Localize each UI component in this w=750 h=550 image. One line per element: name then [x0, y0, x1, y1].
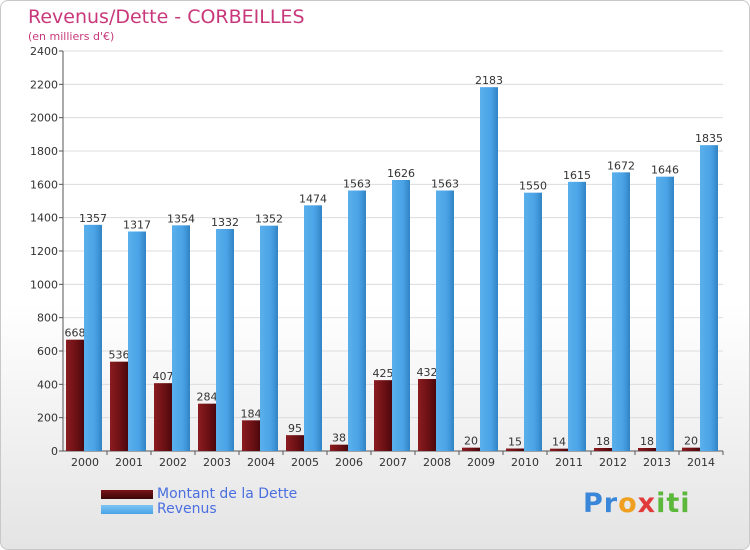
data-label-revenus: 1615	[563, 169, 591, 182]
y-tick-label: 800	[37, 312, 58, 325]
bar-dette	[154, 383, 172, 451]
bar-dette	[286, 435, 304, 451]
bar-revenus	[524, 192, 542, 451]
y-tick-label: 1400	[30, 212, 58, 225]
data-label-revenus: 1563	[431, 178, 459, 191]
y-tick-label: 200	[37, 412, 58, 425]
data-label-dette: 18	[596, 435, 610, 448]
y-tick-label: 1800	[30, 145, 58, 158]
y-tick-label: 400	[37, 378, 58, 391]
x-tick-label: 2011	[555, 456, 583, 469]
bar-revenus	[568, 181, 586, 452]
bar-dette	[242, 420, 260, 451]
bar-revenus	[392, 180, 410, 451]
x-tick-label: 2014	[687, 456, 715, 469]
bar-revenus	[700, 145, 718, 451]
bar-dette	[638, 448, 656, 451]
bar-revenus	[216, 229, 234, 451]
x-tick-label: 2003	[203, 456, 231, 469]
x-tick-label: 2005	[291, 456, 319, 469]
data-label-revenus: 1357	[79, 212, 107, 225]
bar-revenus	[84, 224, 102, 451]
data-label-revenus: 1563	[343, 178, 371, 191]
y-tick-label: 2200	[30, 78, 58, 91]
x-tick-label: 2004	[247, 456, 275, 469]
data-label-revenus: 1835	[695, 132, 723, 145]
bar-dette	[550, 448, 568, 451]
x-tick-label: 2010	[511, 456, 539, 469]
x-tick-label: 2013	[643, 456, 671, 469]
data-label-dette: 15	[508, 436, 522, 449]
bar-revenus	[172, 225, 190, 451]
y-tick-label: 2400	[30, 45, 58, 58]
x-tick-label: 2002	[159, 456, 187, 469]
bar-revenus	[612, 172, 630, 452]
bar-dette	[374, 380, 392, 451]
y-tick-label: 600	[37, 345, 58, 358]
bar-dette	[330, 444, 348, 451]
data-label-dette: 14	[552, 436, 566, 449]
y-tick-label: 0	[51, 445, 58, 458]
bar-revenus	[480, 87, 498, 452]
y-tick-label: 1600	[30, 178, 58, 191]
x-tick-label: 2006	[335, 456, 363, 469]
bar-revenus	[260, 225, 278, 451]
data-label-revenus: 1646	[651, 164, 679, 177]
bar-revenus	[128, 231, 146, 451]
x-tick-label: 2000	[71, 456, 99, 469]
data-label-revenus: 1352	[255, 213, 283, 226]
x-tick-label: 2008	[423, 456, 451, 469]
data-label-dette: 432	[417, 366, 438, 379]
y-tick-label: 1200	[30, 245, 58, 258]
data-label-revenus: 1332	[211, 216, 239, 229]
data-label-revenus: 1672	[607, 159, 635, 172]
proxiti-logo: Proxiti	[583, 488, 691, 519]
bar-dette	[462, 447, 480, 451]
bar-dette	[418, 379, 436, 451]
bar-dette	[682, 447, 700, 451]
data-label-revenus: 1550	[519, 180, 547, 193]
x-tick-label: 2001	[115, 456, 143, 469]
data-label-dette: 184	[241, 407, 262, 420]
bar-dette	[594, 448, 612, 451]
legend-label-revenus: Revenus	[157, 501, 217, 517]
data-label-dette: 18	[640, 435, 654, 448]
data-label-dette: 407	[153, 370, 174, 383]
bar-dette	[506, 448, 524, 451]
data-label-revenus: 2183	[475, 74, 503, 87]
data-label-revenus: 1474	[299, 192, 327, 205]
legend-label-dette: Montant de la Dette	[157, 486, 298, 502]
legend-swatch-revenus	[101, 505, 153, 514]
x-tick-label: 2009	[467, 456, 495, 469]
legend-swatch-dette	[101, 490, 153, 499]
bar-revenus	[436, 190, 454, 451]
data-label-dette: 668	[65, 327, 86, 340]
y-tick-label: 2000	[30, 112, 58, 125]
data-label-dette: 536	[109, 349, 130, 362]
data-label-revenus: 1354	[167, 212, 195, 225]
data-label-dette: 38	[332, 432, 346, 445]
x-tick-label: 2012	[599, 456, 627, 469]
data-label-dette: 284	[197, 391, 218, 404]
bar-revenus	[348, 190, 366, 451]
bar-dette	[198, 403, 216, 451]
data-label-revenus: 1317	[123, 219, 151, 232]
bar-dette	[66, 339, 84, 451]
data-label-dette: 95	[288, 422, 302, 435]
data-label-revenus: 1626	[387, 167, 415, 180]
bar-dette	[110, 361, 128, 451]
chart-title: Revenus/Dette - CORBEILLES	[28, 6, 305, 28]
data-label-dette: 20	[464, 435, 478, 448]
x-tick-label: 2007	[379, 456, 407, 469]
bar-revenus	[304, 205, 322, 451]
data-label-dette: 20	[684, 435, 698, 448]
y-tick-label: 1000	[30, 278, 58, 291]
bar-revenus	[656, 176, 674, 451]
data-label-dette: 425	[373, 367, 394, 380]
chart-subtitle: (en milliers d'€)	[28, 30, 115, 43]
